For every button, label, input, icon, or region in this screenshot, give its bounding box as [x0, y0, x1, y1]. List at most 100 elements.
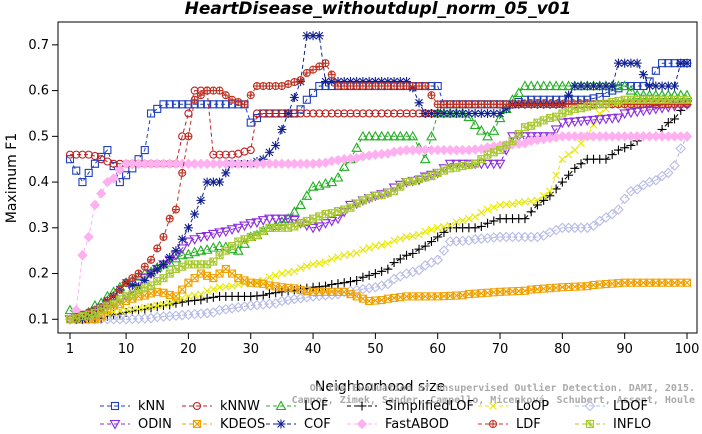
- data-point: [682, 278, 692, 287]
- data-point: [209, 285, 218, 293]
- data-point: [514, 130, 523, 139]
- data-point: [265, 273, 274, 282]
- data-point: [619, 109, 631, 120]
- data-point: [232, 245, 244, 255]
- data-point: [556, 118, 568, 129]
- data-point: [475, 124, 487, 135]
- data-point: [369, 130, 381, 141]
- data-point: [539, 195, 549, 205]
- x-axis: 1 10 20 30 40 50 60 70 80 90 100: [66, 333, 699, 357]
- data-point: [333, 279, 343, 289]
- data-point: [326, 176, 338, 187]
- y-tick-label: 0.7: [28, 38, 49, 53]
- data-point: [278, 269, 286, 278]
- data-point: [263, 214, 275, 225]
- data-point: [539, 191, 548, 200]
- data-point: [288, 206, 300, 216]
- data-point: [495, 108, 505, 118]
- data-point: [670, 114, 680, 124]
- data-point: [676, 58, 686, 68]
- legend-item-cof: COF: [266, 417, 331, 432]
- data-point: [202, 293, 212, 303]
- data-point: [176, 249, 188, 260]
- data-point: [159, 232, 168, 242]
- data-point: [613, 204, 624, 215]
- legend-item-simplifiedlof: SimplifiedLOF: [347, 399, 474, 414]
- data-point: [650, 174, 662, 186]
- data-point: [508, 136, 517, 145]
- data-point: [439, 166, 448, 175]
- data-point: [282, 214, 294, 225]
- data-point: [494, 112, 506, 123]
- data-point: [264, 289, 274, 299]
- data-point: [307, 181, 319, 191]
- data-point: [196, 91, 205, 100]
- data-point: [413, 264, 425, 276]
- data-point: [146, 269, 156, 279]
- data-point: [207, 242, 219, 252]
- data-point: [626, 58, 636, 68]
- y-tick-label: 0.6: [28, 84, 49, 99]
- data-point: [463, 235, 475, 246]
- data-point: [600, 114, 612, 125]
- data-point: [533, 196, 542, 205]
- data-point: [153, 301, 162, 310]
- data-point: [395, 271, 406, 282]
- data-point: [239, 221, 250, 232]
- data-point: [625, 185, 637, 197]
- data-point: [346, 250, 355, 259]
- data-point: [389, 258, 399, 268]
- data-point: [601, 154, 611, 164]
- data-point: [390, 236, 398, 245]
- legend-label: LDOF: [613, 399, 648, 414]
- data-point: [145, 312, 157, 324]
- x-tick-label: 70: [492, 342, 509, 357]
- data-point: [271, 140, 281, 150]
- data-point: [564, 107, 573, 116]
- data-point: [663, 118, 673, 128]
- legend-item-inflo: INFLO: [575, 417, 651, 432]
- data-point: [115, 285, 124, 294]
- data-point: [321, 59, 330, 68]
- data-point: [433, 223, 442, 232]
- data-point: [221, 91, 230, 100]
- legend-item-lof: LOF: [266, 399, 329, 414]
- legend-label: INFLO: [613, 417, 651, 432]
- legend-label: kNNW: [220, 399, 260, 414]
- data-point: [296, 264, 305, 272]
- data-point: [464, 214, 473, 223]
- data-point: [401, 268, 412, 279]
- legend-label: LDF: [516, 417, 541, 432]
- data-point: [658, 59, 667, 68]
- data-point: [178, 168, 187, 177]
- chart-title: HeartDisease_withoutdupl_norm_05_v01: [185, 0, 572, 19]
- data-point: [321, 258, 330, 267]
- data-point: [452, 163, 461, 172]
- data-point: [607, 81, 617, 91]
- data-point: [159, 300, 168, 309]
- data-point: [582, 81, 592, 91]
- data-point: [351, 142, 363, 152]
- data-point: [332, 214, 344, 225]
- data-point: [208, 292, 218, 302]
- data-point: [140, 146, 149, 155]
- data-point: [134, 305, 143, 313]
- data-point: [538, 80, 550, 91]
- data-point: [196, 295, 206, 305]
- data-point: [203, 100, 212, 109]
- data-point: [122, 278, 131, 287]
- data-point: [433, 81, 442, 91]
- x-tick-label: 10: [118, 342, 135, 357]
- data-point: [196, 195, 206, 205]
- data-point: [84, 150, 93, 159]
- data-point: [315, 62, 324, 71]
- data-point: [133, 278, 144, 289]
- data-point: [383, 109, 392, 118]
- y-tick-label: 0.4: [28, 175, 49, 190]
- data-point: [252, 109, 262, 118]
- data-point: [215, 283, 224, 292]
- data-point: [84, 168, 93, 177]
- legend-marker: [489, 402, 497, 410]
- data-point: [408, 109, 417, 118]
- data-point: [146, 255, 156, 264]
